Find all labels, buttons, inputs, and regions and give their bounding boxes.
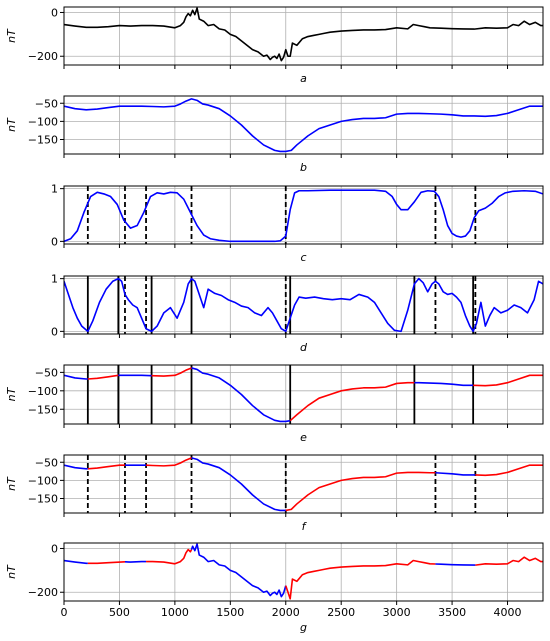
series-line-f-6 <box>435 471 476 476</box>
y-axis-label: nT <box>5 28 18 43</box>
y-axis-label: nT <box>5 117 18 132</box>
panel-f: −50 −100 −150 f nT <box>5 454 544 533</box>
x-axis-label: b <box>300 161 307 174</box>
y-tick-label: −200 <box>28 586 58 599</box>
x-axis-label: g <box>300 621 307 634</box>
y-axis-label: nT <box>5 564 18 579</box>
panel-d: 0 1 d <box>51 273 544 354</box>
series-line-b-0 <box>64 98 543 153</box>
series-line-e-0 <box>64 374 88 380</box>
x-axis-label: a <box>300 72 307 85</box>
y-axis-label: nT <box>5 476 18 491</box>
series-line-e-1 <box>87 374 119 380</box>
y-tick-label: 0 <box>51 6 58 19</box>
y-tick-label: −150 <box>28 134 58 147</box>
panel-c: 0 1 c <box>51 183 544 264</box>
series-line-g-6 <box>435 563 476 566</box>
series-line-f-3 <box>146 457 192 467</box>
series-line-f-0 <box>64 464 88 470</box>
panel-a: 0 −200 a nT <box>5 6 544 85</box>
y-tick-label: −50 <box>35 366 58 379</box>
series-line-e-4 <box>191 367 291 423</box>
axes-frame <box>63 454 544 514</box>
y-tick-label: −200 <box>28 50 58 63</box>
x-tick-label: 500 <box>109 606 130 619</box>
x-tick-label: 3500 <box>438 606 466 619</box>
y-tick-label: 0 <box>51 542 58 555</box>
y-tick-label: −100 <box>28 115 58 128</box>
series-line-g-4 <box>190 543 287 598</box>
axes-frame <box>63 95 544 155</box>
x-tick-label: 3000 <box>383 606 411 619</box>
axes-frame <box>63 6 544 66</box>
y-tick-label: −150 <box>28 403 58 416</box>
x-axis-label: c <box>300 251 306 264</box>
axes-frame <box>63 542 544 602</box>
x-axis-label: f <box>302 520 308 533</box>
x-axis-label: d <box>300 341 308 354</box>
series-line-f-4 <box>191 457 286 512</box>
y-tick-label: −150 <box>28 493 58 506</box>
panel-b: −50 −100 −150 b nT <box>5 95 544 174</box>
y-tick-label: −100 <box>28 474 58 487</box>
series-line-a-0 <box>64 7 543 62</box>
series-line-g-3 <box>146 548 193 565</box>
y-tick-label: 1 <box>51 183 58 196</box>
axes-frame <box>63 185 544 245</box>
axes-frame <box>63 275 544 335</box>
panel-e: −50 −100 −150 e nT <box>5 364 544 444</box>
series-line-e-7 <box>473 374 543 387</box>
x-tick-label: 4000 <box>494 606 522 619</box>
x-tick-label: 0 <box>61 606 68 619</box>
y-tick-label: −100 <box>28 385 58 398</box>
y-tick-label: 1 <box>51 273 58 286</box>
x-tick-label: 2500 <box>327 606 355 619</box>
series-line-e-6 <box>414 381 474 387</box>
x-tick-label: 1500 <box>216 606 244 619</box>
series-line-c-0 <box>64 189 543 243</box>
series-line-e-5 <box>289 381 415 422</box>
y-tick-label: −50 <box>35 97 58 110</box>
series-line-f-5 <box>285 471 436 512</box>
series-line-g-0 <box>64 559 88 565</box>
x-axis-label: e <box>300 431 307 444</box>
series-line-g-7 <box>475 556 543 566</box>
y-tick-label: 0 <box>51 325 58 338</box>
y-tick-label: 0 <box>51 235 58 248</box>
axes-frame <box>63 364 544 425</box>
series-line-f-7 <box>475 464 543 477</box>
series-line-g-5 <box>285 559 436 600</box>
series-line-g-1 <box>87 561 126 565</box>
series-line-f-1 <box>87 464 125 470</box>
x-tick-label: 2000 <box>272 606 300 619</box>
series-line-d-0 <box>64 277 543 333</box>
series-line-e-3 <box>151 367 192 377</box>
y-axis-label: nT <box>5 386 18 401</box>
x-tick-label: 1000 <box>161 606 189 619</box>
y-tick-label: −50 <box>35 456 58 469</box>
